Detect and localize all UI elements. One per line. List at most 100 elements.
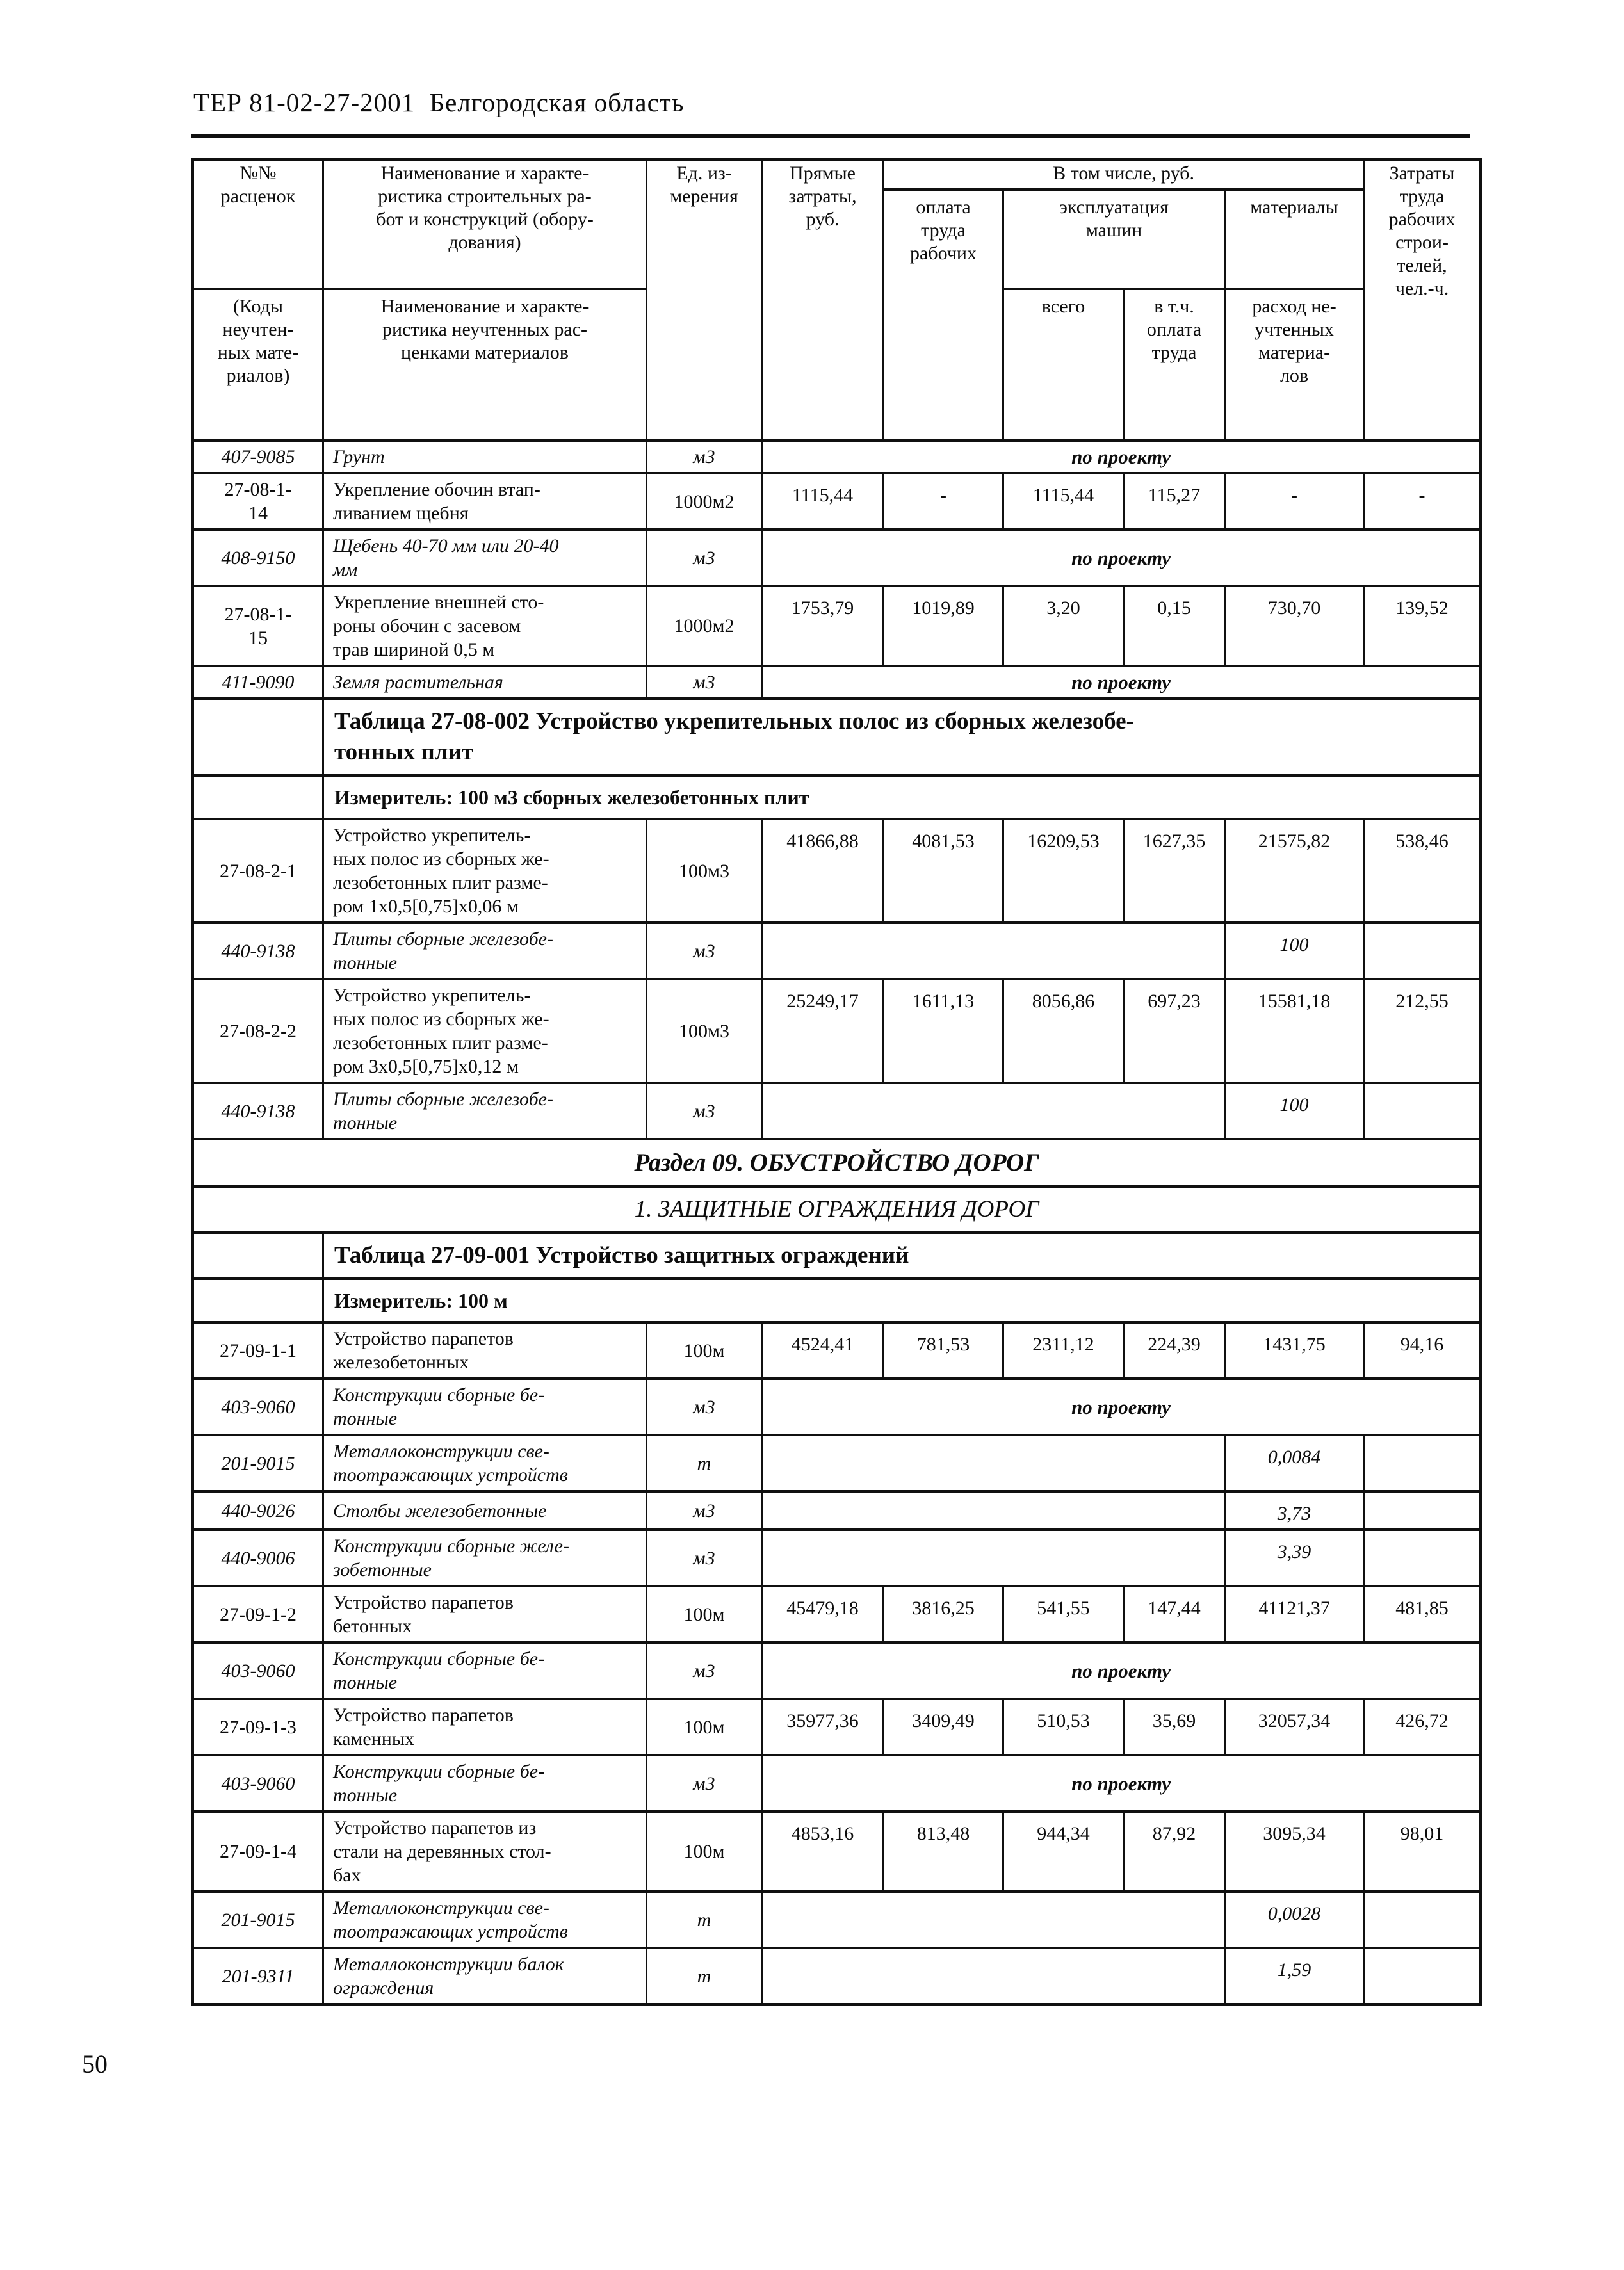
row-code: 27-08-1- 14 [191,472,323,530]
value-cell: - [882,472,1003,530]
value-cell: 224,39 [1123,1321,1225,1379]
empty-cell [761,1490,1225,1530]
row-code: 27-09-1-3 [191,1698,323,1755]
header-machines-total: всего [1002,288,1124,441]
row-name: Грунт [322,439,647,473]
table-title: Таблица 27-08-002 Устройство укрепительн… [321,697,1481,775]
empty-cell [1363,1890,1481,1948]
header-machines: эксплуатация машин [1002,188,1225,289]
value-cell: 147,44 [1123,1585,1225,1642]
header-machines-wages: в т.ч. оплата труда [1123,288,1225,441]
consumption-cell: 0,0028 [1223,1890,1364,1948]
row-unit: т [646,1890,762,1948]
project-note-cell: по проекту [760,528,1481,586]
row-unit: т [646,1947,762,2005]
value-cell: 35977,36 [761,1698,884,1755]
header-material-name: Наименование и характе- ристика неучтенн… [322,288,647,441]
header-rate-number: №№ расценок [191,158,323,289]
project-note-cell: по проекту [760,1754,1481,1812]
consumption-cell: 100 [1223,1082,1364,1139]
row-name: Конструкции сборные бе- тонные [322,1377,647,1435]
empty-cell [1363,921,1481,979]
row-code: 407-9085 [191,439,323,473]
value-cell: 4853,16 [761,1810,884,1892]
title-rule [191,134,1470,138]
row-name: Устройство парапетов бетонных [322,1585,647,1642]
value-cell: 25249,17 [761,978,884,1083]
table-row: 201-9311 Металлоконструкции балок огражде… [191,1947,1481,2005]
row-name: Плиты сборные железобе- тонные [322,921,647,979]
row-name: Устройство укрепитель- ных полос из сбор… [322,978,647,1083]
row-name: Металлоконструкции балок ограждения [322,1947,647,2005]
row-code: 201-9015 [191,1890,323,1948]
consumption-cell: 3,73 [1223,1490,1364,1530]
consumption-cell: 1,59 [1223,1947,1364,2005]
value-cell: 32057,34 [1223,1698,1364,1755]
row-name: Металлоконструкции све- тоотражающих уст… [322,1890,647,1948]
row-name: Плиты сборные железобе- тонные [322,1082,647,1139]
header-row-1: №№ расценок Наименование и характе- рист… [191,158,1481,441]
value-cell: 781,53 [882,1321,1003,1379]
header-labor-costs: Затраты труда рабочих строи- телей, чел.… [1363,158,1481,441]
page-number: 50 [82,2050,108,2079]
row-unit: м3 [646,1082,762,1139]
table-title: Таблица 27-09-001 Устройство защитных ог… [321,1231,1481,1279]
row-code: 27-09-1-1 [191,1321,323,1379]
consumption-cell: 100 [1223,921,1364,979]
row-unit: т [646,1434,762,1491]
row-name: Земля растительная [322,665,647,699]
table-row: Таблица 27-08-002 Устройство укрепительн… [191,697,1481,775]
header-direct-costs: Прямые затраты, руб. [761,158,884,441]
value-cell: 8056,86 [1002,978,1124,1083]
empty-cell [761,921,1225,979]
value-cell: 115,27 [1123,472,1225,530]
row-unit: м3 [646,1490,762,1530]
row-unit: м3 [646,921,762,979]
empty-cell [1363,1947,1481,2005]
value-cell: 697,23 [1123,978,1225,1083]
section-title: Раздел 09. ОБУСТРОЙСТВО ДОРОГ [191,1138,1481,1187]
table-row: 27-08-2-2 Устройство укрепитель- ных поло… [191,978,1481,1083]
row-code: 403-9060 [191,1754,323,1812]
table-row: 1. ЗАЩИТНЫЕ ОГРАЖДЕНИЯ ДОРОГ [191,1185,1481,1233]
table-row: Измеритель: 100 м [191,1277,1481,1322]
value-cell: 94,16 [1363,1321,1481,1379]
project-note-cell: по проекту [760,665,1481,699]
row-unit: м3 [646,1377,762,1435]
project-note-cell: по проекту [760,1641,1481,1699]
table-row: 411-9090 Земля растительная м3 по проекту [191,665,1481,699]
value-cell: 16209,53 [1002,818,1124,923]
header-wages: оплата труда рабочих [882,188,1003,441]
empty-first-cell [191,774,323,819]
row-unit: 1000м2 [646,585,762,666]
value-cell: 45479,18 [761,1585,884,1642]
value-cell: 35,69 [1123,1698,1225,1755]
table-row: 27-09-1-2 Устройство парапетов бетонных 10… [191,1585,1481,1642]
row-unit: 100м [646,1585,762,1642]
row-unit: м3 [646,665,762,699]
row-unit: 100м [646,1321,762,1379]
header-materials-consumption: расход не- учтенных материа- лов [1223,288,1364,441]
empty-cell [761,1434,1225,1491]
value-cell: 1431,75 [1223,1321,1364,1379]
value-cell: 944,34 [1002,1810,1124,1892]
header-materials: материалы [1223,188,1364,289]
value-cell: 4524,41 [761,1321,884,1379]
table-row: 440-9006 Конструкции сборные желе- зобето… [191,1528,1481,1586]
table-row: 27-08-1- 14 Укрепление обочин втап- ливан… [191,472,1481,530]
row-code: 440-9138 [191,1082,323,1139]
table-row: Раздел 09. ОБУСТРОЙСТВО ДОРОГ [191,1138,1481,1187]
value-cell: 1115,44 [1002,472,1124,530]
row-code: 408-9150 [191,528,323,586]
empty-first-cell [191,697,323,775]
empty-cell [1363,1434,1481,1491]
row-unit: м3 [646,1641,762,1699]
row-name: Конструкции сборные бе- тонные [322,1754,647,1812]
empty-first-cell [191,1231,323,1279]
table-row: 27-09-1-1 Устройство парапетов железобето… [191,1321,1481,1379]
value-cell: 1611,13 [882,978,1003,1083]
table-row: 403-9060 Конструкции сборные бе- тонные м3… [191,1377,1481,1435]
row-name: Конструкции сборные бе- тонные [322,1641,647,1699]
empty-cell [761,1082,1225,1139]
